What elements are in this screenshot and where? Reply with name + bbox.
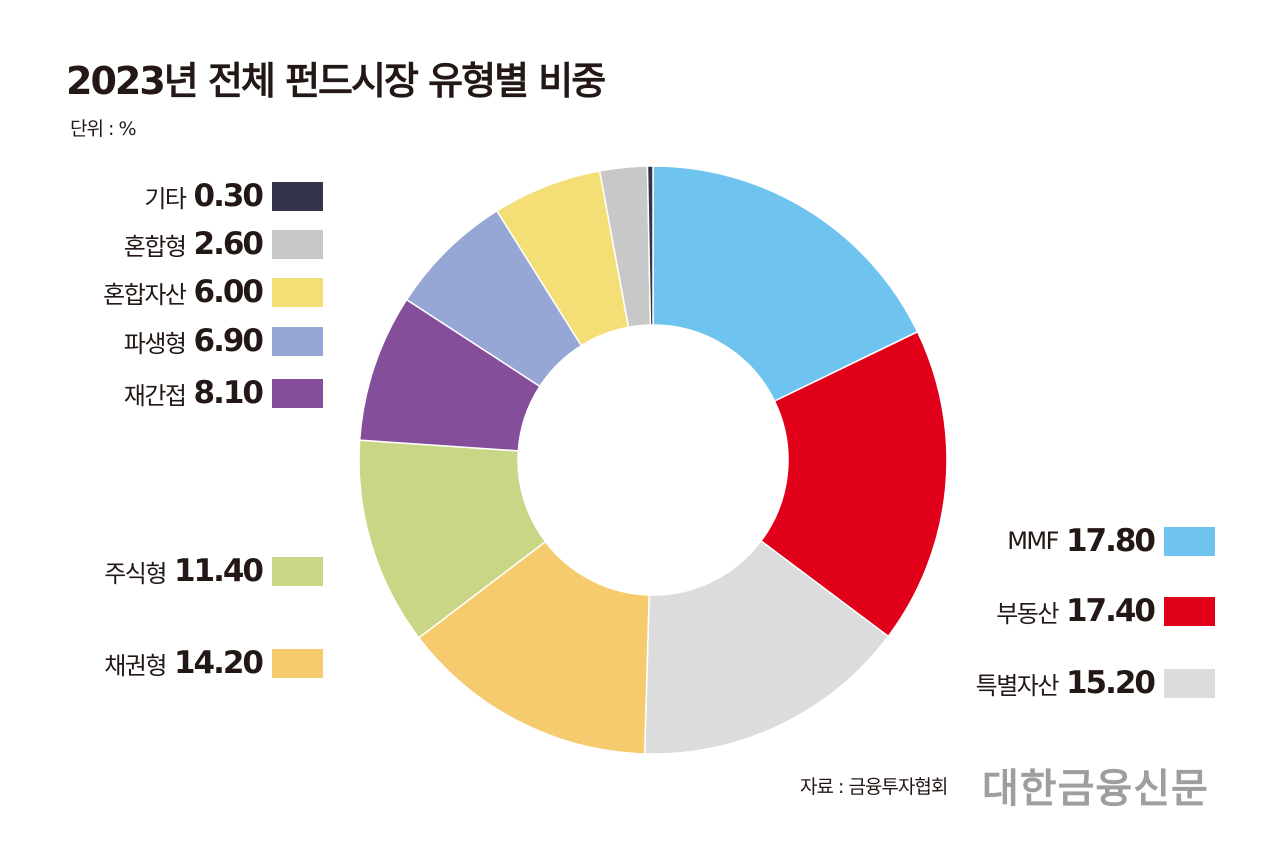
legend-item: 혼합형 2.60 — [124, 224, 323, 264]
legend-value: 0.30 — [193, 178, 264, 214]
legend-item: 파생형 6.90 — [124, 321, 323, 361]
legend-swatch — [272, 181, 323, 211]
slice-9 — [646, 165, 654, 326]
legend-value: 15.20 — [1065, 665, 1156, 701]
legend-label: 혼합형 — [123, 232, 187, 261]
legend-item: 기타 0.30 — [144, 176, 323, 216]
legend-swatch — [272, 556, 323, 586]
source-text: 자료 : 금융투자협회 — [800, 776, 948, 798]
legend-label: 부동산 — [996, 599, 1059, 628]
slice-4 — [358, 439, 547, 639]
unit-label: 단위 : % — [70, 118, 136, 140]
legend-item: 특별자산 15.20 — [976, 663, 1215, 703]
legend-swatch — [1164, 526, 1215, 556]
legend-swatch — [272, 277, 323, 307]
legend-label: 주식형 — [104, 559, 167, 588]
legend-item: MMF 17.80 — [1007, 521, 1215, 561]
legend-item: 재간접 8.10 — [124, 373, 323, 413]
legend-swatch — [272, 378, 323, 408]
legend-swatch — [1164, 596, 1215, 626]
legend-value: 17.80 — [1065, 523, 1156, 559]
publisher-logo: 대한금융신문 — [982, 766, 1209, 812]
legend-swatch — [272, 229, 323, 259]
legend-item: 채권형 14.20 — [104, 643, 323, 683]
legend-swatch — [272, 648, 323, 678]
legend-label: 혼합자산 — [103, 280, 187, 309]
legend-value: 6.90 — [193, 323, 264, 359]
legend-item: 부동산 17.40 — [996, 591, 1215, 631]
legend-label: 재간접 — [123, 381, 187, 410]
legend-value: 17.40 — [1065, 593, 1156, 629]
legend-item: 주식형 11.40 — [104, 551, 323, 591]
legend-label: 특별자산 — [975, 671, 1060, 700]
legend-item: 혼합자산 6.00 — [103, 272, 323, 312]
legend-value: 6.00 — [193, 274, 264, 310]
legend-label: 채권형 — [104, 651, 167, 680]
chart-title: 2023년 전체 펀드시장 유형별 비중 — [66, 59, 606, 103]
legend-label: MMF — [1007, 527, 1059, 555]
legend-value: 8.10 — [193, 375, 264, 411]
legend-label: 파생형 — [123, 329, 187, 358]
slice-2 — [643, 539, 890, 755]
legend-value: 2.60 — [193, 226, 264, 262]
legend-value: 11.40 — [173, 553, 264, 589]
slice-0 — [652, 165, 919, 403]
legend-value: 14.20 — [173, 645, 264, 681]
slice-1 — [759, 330, 948, 638]
legend-label: 기타 — [144, 184, 187, 213]
legend-swatch — [1164, 668, 1215, 698]
legend-swatch — [272, 326, 323, 356]
